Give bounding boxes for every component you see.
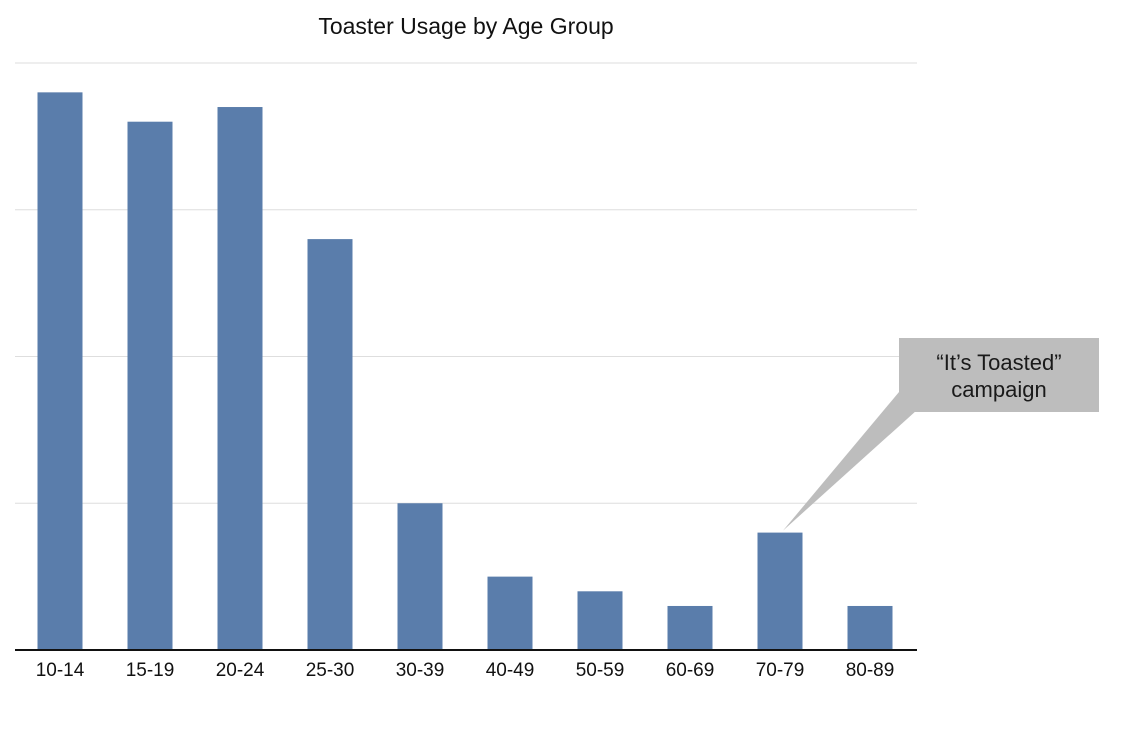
bar-15-19 [127,121,173,650]
x-tick-labels: 10-14 15-19 20-24 25-30 30-39 40-49 50-59 60-69… [36,660,895,681]
bar-10-14 [37,92,83,651]
bars [37,92,893,651]
x-tick-label-15-19: 15-19 [126,660,175,681]
callout: “It’s Toasted” campaign [783,338,1099,531]
x-tick-label-50-59: 50-59 [576,660,625,681]
bar-50-59 [577,591,623,650]
x-tick-label-30-39: 30-39 [396,660,445,681]
x-tick-label-80-89: 80-89 [846,660,895,681]
bar-30-39 [397,503,443,650]
callout-text-line-1: “It’s Toasted” [936,350,1061,375]
chart-title: Toaster Usage by Age Group [318,13,613,39]
bar-40-49 [487,576,533,650]
bar-80-89 [847,605,893,650]
callout-text-line-2: campaign [951,377,1046,402]
x-tick-label-40-49: 40-49 [486,660,535,681]
bar-60-69 [667,605,713,650]
x-tick-label-25-30: 25-30 [306,660,355,681]
callout-box [899,338,1099,412]
callout-pointer [783,392,917,531]
x-tick-label-20-24: 20-24 [216,660,265,681]
bar-20-24 [217,107,263,650]
x-tick-label-60-69: 60-69 [666,660,715,681]
x-tick-label-10-14: 10-14 [36,660,85,681]
bar-70-79 [757,532,803,650]
x-tick-label-70-79: 70-79 [756,660,805,681]
bar-25-30 [307,239,353,650]
